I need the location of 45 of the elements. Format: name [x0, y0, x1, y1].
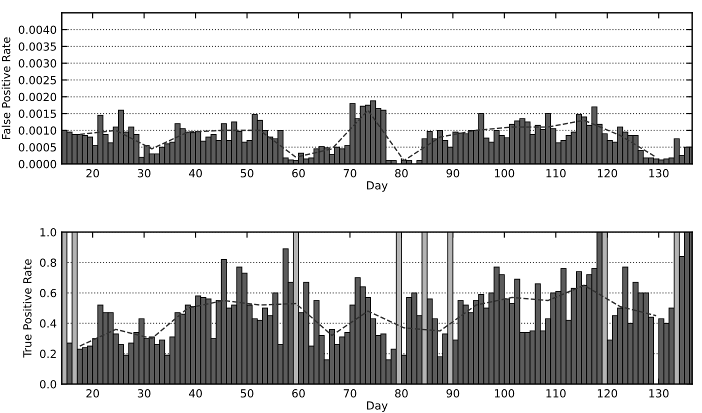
y-tick-label: 0.0040 — [18, 26, 56, 34]
x-tick-label: 80 — [395, 389, 408, 398]
y-tick-label: 0.0010 — [18, 126, 56, 135]
x-tick-label: 90 — [446, 169, 460, 178]
x-tick-label: 120 — [598, 169, 618, 178]
x-tick-label: 110 — [546, 389, 566, 398]
y-tick-label: 0.4 — [40, 319, 56, 328]
x-tick-label: 40 — [189, 169, 202, 178]
x-tick-label: 40 — [189, 389, 202, 398]
x-tick-label: 110 — [546, 169, 566, 178]
y-tick-label: 0.0030 — [18, 59, 56, 68]
y-tick-label: 0.6 — [40, 288, 56, 298]
line-series — [79, 110, 657, 162]
x-tick-label: 50 — [240, 169, 254, 178]
x-tick-label: 100 — [494, 169, 514, 178]
x-tick-label: 80 — [395, 169, 408, 178]
x-tick-label: 60 — [292, 169, 305, 178]
x-tick-label: 30 — [138, 169, 150, 178]
line-series — [79, 284, 657, 347]
x-tick-label: 130 — [649, 169, 669, 178]
y-tick-label: 0.0000 — [18, 160, 56, 168]
x-axis-title: Day — [367, 181, 388, 192]
x-tick-label: 100 — [494, 389, 514, 398]
y-tick-label: 0.0025 — [18, 76, 56, 84]
x-tick-label: 20 — [86, 169, 99, 178]
x-tick-label: 90 — [446, 389, 460, 398]
y-tick-label: 0.0005 — [18, 143, 56, 152]
y-tick-label: 0.2 — [40, 350, 56, 358]
y-tick-label: 0.0035 — [18, 42, 56, 51]
x-axis-title: Day — [367, 401, 388, 412]
y-axis-title: True Positive Rate — [22, 259, 32, 358]
y-tick-label: 0.0 — [40, 380, 56, 388]
y-tick-label: 1.0 — [40, 228, 56, 236]
y-tick-label: 0.0020 — [18, 92, 56, 102]
x-tick-label: 60 — [292, 389, 305, 398]
x-tick-label: 20 — [86, 389, 99, 398]
x-tick-label: 50 — [240, 389, 254, 398]
x-tick-label: 130 — [649, 389, 669, 398]
x-tick-label: 70 — [344, 389, 356, 398]
x-tick-label: 30 — [138, 389, 150, 398]
x-tick-label: 70 — [344, 169, 356, 178]
y-tick-label: 0.0015 — [18, 110, 56, 118]
x-tick-label: 120 — [598, 389, 618, 398]
y-tick-label: 0.8 — [40, 258, 56, 267]
y-axis-title: False Positive Rate — [2, 37, 10, 139]
